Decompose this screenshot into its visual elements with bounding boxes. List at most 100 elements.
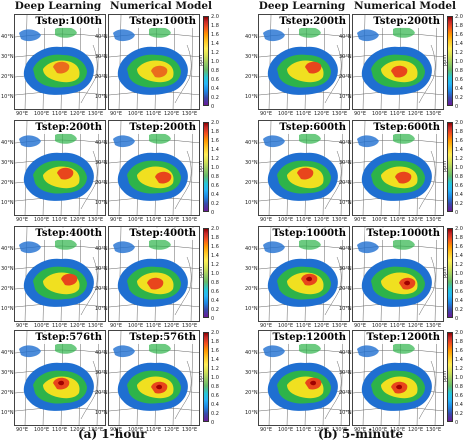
northern-patch [19,241,41,254]
coastline [80,150,98,210]
longitude-gridline [24,15,28,109]
coastline [324,150,342,210]
colorbar-tick-label: 0.8 [455,68,463,74]
latitude-label: 40°N [339,140,352,146]
colorbar-tick-label: 1.4 [211,357,219,363]
map-panel-a-r2-c1: Tstep:200th [14,120,106,216]
peak-region [404,280,410,286]
latitude-label: 30°N [339,54,352,60]
latitude-label: 20°N [1,180,14,186]
northern-patch [263,241,285,254]
longitude-label: 110°E [146,323,162,329]
longitude-label: 90°E [16,111,29,117]
longitude-label: 110°E [296,217,312,223]
longitude-label: 110°E [390,111,406,117]
longitude-gridline [118,121,122,215]
northern-patch [263,135,285,148]
longitude-label: 110°E [52,323,68,329]
longitude-label: 130°E [88,111,104,117]
longitude-label: 90°E [260,427,273,433]
latitude-label: 30°N [1,266,14,272]
colorbar-tick-label: 0.6 [211,289,219,295]
concentration-field [353,227,443,321]
longitude-label: 130°E [426,111,442,117]
colorbar-tick-label: 1.4 [455,41,463,47]
latitude-label: 10°N [95,200,108,206]
longitude-label: 90°E [110,111,123,117]
hotspot-region [147,277,164,290]
colorbar-tick-label: 1.2 [455,156,463,162]
northern-patch [299,26,321,38]
latitude-label: 20°N [95,74,108,80]
longitude-label: 110°E [52,217,68,223]
longitude-label: 100°E [278,323,294,329]
colorbar-unit: ppm [442,54,448,66]
colorbar-tick-label: 0.8 [455,280,463,286]
northern-patch [357,29,379,42]
colorbar-tick-label: 1.0 [455,375,463,381]
latitude-label: 30°N [95,370,108,376]
longitude-label: 90°E [260,217,273,223]
latitude-label: 40°N [95,34,108,40]
latitude-label: 20°N [245,74,258,80]
colorbar-tick-label: 1.2 [211,50,219,56]
colorbar-tick-label: 0.8 [211,280,219,286]
latitude-label: 30°N [245,266,258,272]
colorbar-tick-label: 0.6 [455,183,463,189]
longitude-gridline [24,227,28,321]
latitude-label: 20°N [339,180,352,186]
colorbar-unit: ppm [198,160,204,172]
tstep-label: Tstep:100th [34,16,103,28]
longitude-label: 120°E [164,427,180,433]
northern-patch [149,342,171,354]
concentration-field [109,121,199,215]
longitude-gridline [362,331,366,425]
colorbar-tick-label: 2.0 [455,14,463,20]
latitude-label: 10°N [95,410,108,416]
longitude-label: 130°E [182,323,198,329]
latitude-label: 10°N [1,410,14,416]
tstep-label: Tstep:200th [34,122,103,134]
colorbar-tick-label: 1.6 [455,348,463,354]
peak-region [58,380,64,386]
longitude-label: 100°E [34,323,50,329]
longitude-gridline [340,121,344,215]
northern-patch [19,135,41,148]
coastline [324,256,342,316]
colorbar-tick-label: 0.4 [455,298,463,304]
colorbar-tick-label: 1.0 [455,165,463,171]
longitude-label: 120°E [70,111,86,117]
latitude-label: 40°N [1,140,14,146]
longitude-label: 100°E [372,217,388,223]
colorbar-tick-label: 0.2 [455,307,463,313]
colorbar-tick-label: 1.8 [211,129,219,135]
longitude-gridline [96,227,100,321]
longitude-label: 100°E [372,111,388,117]
colorbar-tick-label: 0.6 [455,77,463,83]
colorbar-tick-label: 1.2 [455,366,463,372]
coastline [174,360,192,420]
col-header-b-numerical-model: Numerical Model [354,0,457,12]
northern-patch [55,132,77,144]
longitude-label: 120°E [314,427,330,433]
map-panel-b-r1-c2: Tstep:200th [352,14,444,110]
latitude-label: 30°N [1,160,14,166]
latitude-label: 30°N [95,266,108,272]
colorbar [447,332,453,422]
latitude-label: 20°N [245,286,258,292]
longitude-label: 90°E [354,111,367,117]
colorbar [203,122,209,212]
latitude-label: 10°N [245,306,258,312]
latitude-label: 40°N [245,34,258,40]
longitude-label: 120°E [408,111,424,117]
map-panel-b-r2-c1: Tstep:600th [258,120,350,216]
colorbar-tick-label: 2.0 [211,226,219,232]
latitude-label: 20°N [1,74,14,80]
northern-patch [19,345,41,358]
colorbar-tick-label: 1.8 [455,23,463,29]
colorbar-tick-label: 1.8 [455,339,463,345]
latitude-label: 30°N [339,160,352,166]
map-panel-b-r3-c2: Tstep:1000th [352,226,444,322]
concentration-field [15,121,105,215]
longitude-label: 110°E [146,217,162,223]
